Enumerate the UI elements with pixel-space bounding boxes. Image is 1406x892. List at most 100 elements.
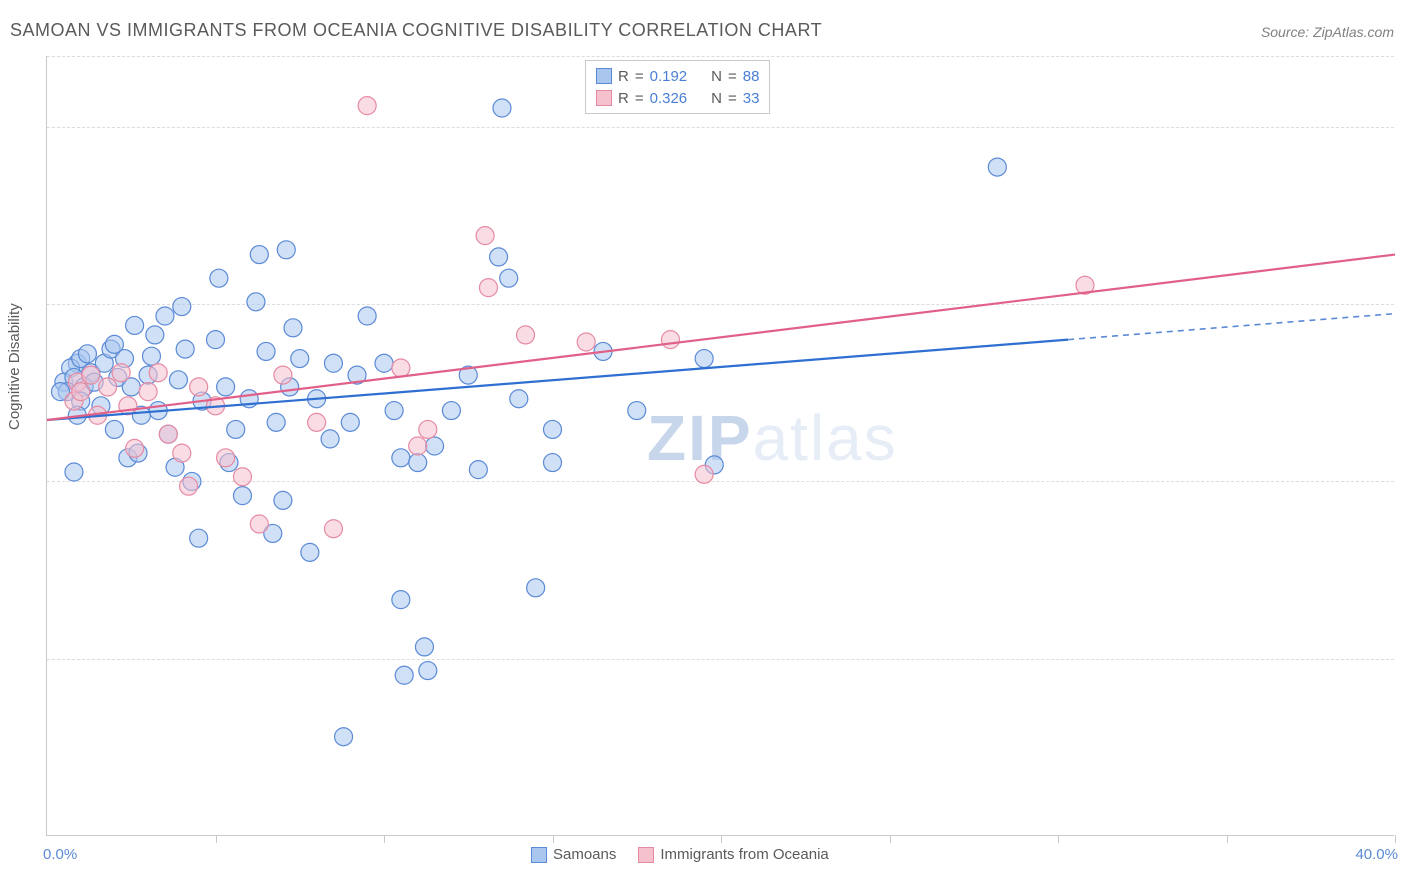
x-tick bbox=[384, 835, 385, 843]
x-tick bbox=[721, 835, 722, 843]
scatter-point bbox=[227, 420, 245, 438]
scatter-point bbox=[126, 316, 144, 334]
scatter-point bbox=[442, 402, 460, 420]
scatter-point bbox=[105, 335, 123, 353]
x-tick bbox=[216, 835, 217, 843]
scatter-point bbox=[426, 437, 444, 455]
scatter-point bbox=[210, 269, 228, 287]
y-tick-label: 15.0% bbox=[1398, 472, 1406, 489]
scatter-point bbox=[500, 269, 518, 287]
scatter-point bbox=[321, 430, 339, 448]
scatter-point bbox=[341, 413, 359, 431]
trendline bbox=[47, 255, 1395, 420]
scatter-point bbox=[415, 638, 433, 656]
scatter-point bbox=[695, 350, 713, 368]
scatter-point bbox=[99, 378, 117, 396]
x-tick-label: 0.0% bbox=[43, 846, 77, 863]
scatter-point bbox=[476, 227, 494, 245]
scatter-point bbox=[82, 366, 100, 384]
plot-area: ZIPatlas 7.5%15.0%22.5%30.0% R=0.192N=88… bbox=[46, 56, 1394, 836]
scatter-point bbox=[493, 99, 511, 117]
scatter-point bbox=[358, 307, 376, 325]
scatter-point bbox=[149, 364, 167, 382]
scatter-point bbox=[233, 487, 251, 505]
x-tick bbox=[1395, 835, 1396, 843]
scatter-point bbox=[628, 402, 646, 420]
scatter-point bbox=[173, 298, 191, 316]
scatter-point bbox=[324, 354, 342, 372]
scatter-point bbox=[126, 439, 144, 457]
legend-swatch-icon bbox=[638, 847, 654, 863]
x-tick-label: 40.0% bbox=[1355, 846, 1398, 863]
scatter-point bbox=[419, 662, 437, 680]
scatter-point bbox=[375, 354, 393, 372]
legend-label: Immigrants from Oceania bbox=[660, 846, 828, 863]
scatter-point bbox=[267, 413, 285, 431]
scatter-point bbox=[291, 350, 309, 368]
scatter-point bbox=[358, 97, 376, 115]
scatter-point bbox=[988, 158, 1006, 176]
trendline-extension bbox=[1068, 314, 1395, 340]
scatter-point bbox=[112, 364, 130, 382]
scatter-point bbox=[395, 666, 413, 684]
scatter-point bbox=[169, 371, 187, 389]
scatter-point bbox=[190, 378, 208, 396]
chart-container: SAMOAN VS IMMIGRANTS FROM OCEANIA COGNIT… bbox=[0, 0, 1406, 892]
scatter-point bbox=[180, 477, 198, 495]
legend-item-samoans: Samoans bbox=[531, 846, 616, 863]
scatter-point bbox=[301, 543, 319, 561]
scatter-point bbox=[284, 319, 302, 337]
x-tick bbox=[1058, 835, 1059, 843]
scatter-point bbox=[409, 437, 427, 455]
x-tick bbox=[553, 835, 554, 843]
scatter-point bbox=[176, 340, 194, 358]
source-credit: Source: ZipAtlas.com bbox=[1261, 24, 1394, 40]
y-tick-label: 30.0% bbox=[1398, 118, 1406, 135]
scatter-point bbox=[517, 326, 535, 344]
scatter-point bbox=[217, 449, 235, 467]
scatter-point bbox=[324, 520, 342, 538]
scatter-point bbox=[65, 463, 83, 481]
scatter-point bbox=[247, 293, 265, 311]
series-legend: Samoans Immigrants from Oceania bbox=[531, 846, 829, 863]
scatter-point bbox=[72, 383, 90, 401]
scatter-point bbox=[250, 246, 268, 264]
scatter-point bbox=[159, 425, 177, 443]
scatter-point bbox=[146, 326, 164, 344]
scatter-point bbox=[577, 333, 595, 351]
scatter-point bbox=[217, 378, 235, 396]
scatter-point bbox=[392, 359, 410, 377]
scatter-point bbox=[510, 390, 528, 408]
legend-item-oceania: Immigrants from Oceania bbox=[638, 846, 828, 863]
x-tick bbox=[1227, 835, 1228, 843]
y-axis-label: Cognitive Disability bbox=[6, 303, 23, 430]
scatter-point bbox=[274, 366, 292, 384]
chart-title: SAMOAN VS IMMIGRANTS FROM OCEANIA COGNIT… bbox=[10, 20, 822, 41]
legend-swatch-icon bbox=[531, 847, 547, 863]
scatter-point bbox=[469, 461, 487, 479]
scatter-svg bbox=[47, 56, 1394, 835]
scatter-point bbox=[207, 331, 225, 349]
scatter-point bbox=[544, 454, 562, 472]
y-tick-label: 7.5% bbox=[1398, 650, 1406, 667]
scatter-point bbox=[105, 420, 123, 438]
scatter-point bbox=[335, 728, 353, 746]
scatter-point bbox=[250, 515, 268, 533]
scatter-point bbox=[190, 529, 208, 547]
scatter-point bbox=[527, 579, 545, 597]
legend-label: Samoans bbox=[553, 846, 616, 863]
scatter-point bbox=[139, 383, 157, 401]
scatter-point bbox=[257, 342, 275, 360]
scatter-point bbox=[78, 345, 96, 363]
y-tick-label: 22.5% bbox=[1398, 295, 1406, 312]
scatter-point bbox=[156, 307, 174, 325]
scatter-point bbox=[392, 449, 410, 467]
scatter-point bbox=[385, 402, 403, 420]
scatter-point bbox=[409, 454, 427, 472]
scatter-point bbox=[274, 491, 292, 509]
scatter-point bbox=[308, 413, 326, 431]
scatter-point bbox=[233, 468, 251, 486]
scatter-point bbox=[142, 347, 160, 365]
scatter-point bbox=[544, 420, 562, 438]
scatter-point bbox=[479, 279, 497, 297]
